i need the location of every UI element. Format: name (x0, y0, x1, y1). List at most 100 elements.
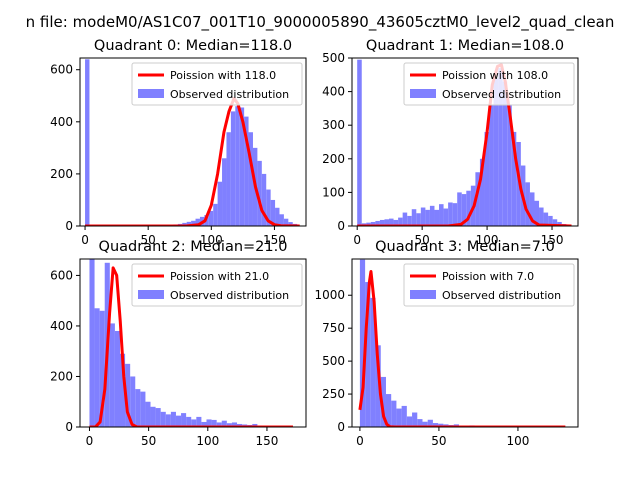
hist-bar (270, 199, 276, 226)
y-tick-label: 200 (50, 167, 73, 181)
y-tick-label: 500 (322, 51, 345, 65)
hist-bar (407, 215, 412, 226)
hist-bar (99, 310, 105, 427)
hist-bar (375, 345, 381, 427)
legend-hist-swatch (138, 290, 164, 299)
legend-hist-label: Observed distribution (170, 88, 289, 101)
hist-bar (416, 213, 421, 226)
hist-bar (257, 160, 262, 226)
y-tick-label: 500 (322, 354, 345, 368)
hist-bar (539, 207, 544, 226)
hist-bar (380, 376, 386, 427)
x-tick-label: 150 (541, 233, 564, 247)
hist-bar (275, 207, 280, 226)
hist-bar (230, 111, 236, 226)
hist-bar (221, 420, 227, 427)
hist-bar (375, 220, 380, 226)
hist-bar (457, 192, 462, 226)
x-tick-label: 50 (414, 233, 429, 247)
hist-bar (411, 209, 417, 226)
axes-frame (351, 57, 579, 227)
hist-bar (125, 363, 131, 427)
hist-bar (231, 422, 238, 427)
hist-bar (452, 203, 458, 226)
hist-bar (140, 391, 146, 427)
hist-bar (484, 131, 490, 226)
hist-bar (398, 217, 403, 226)
x-tick-label: 0 (81, 233, 89, 247)
hist-bar (226, 423, 232, 427)
hist-bar (145, 401, 151, 427)
hist-bar (552, 219, 558, 226)
legend-hist-swatch (410, 290, 436, 299)
hist-bar (359, 259, 366, 427)
y-tick-label: 400 (322, 85, 345, 99)
hist-bar (439, 204, 444, 226)
chart-title: Quadrant 1: Median=108.0 (366, 38, 564, 54)
legend: Poission with 118.0 Observed distribution (131, 62, 303, 106)
hist-bar (507, 105, 512, 226)
y-tick-label: 300 (322, 118, 345, 132)
x-tick-label: 100 (476, 233, 499, 247)
legend-fit-label: Poission with 118.0 (170, 69, 276, 82)
hist-bar (130, 376, 136, 427)
legend-fit-label: Poission with 108.0 (442, 69, 548, 82)
legend-hist-label: Observed distribution (170, 289, 289, 302)
hist-bar (279, 214, 284, 226)
legend-hist-label: Observed distribution (442, 289, 561, 302)
hist-bar (389, 218, 394, 226)
hist-bar (237, 423, 243, 427)
chart-title: Quadrant 3: Median=7.0 (375, 239, 555, 255)
legend-box (131, 62, 303, 106)
hist-bar (114, 331, 120, 427)
hist-bar (548, 215, 553, 226)
y-tick-label: 600 (50, 63, 73, 77)
y-tick-label: 0 (65, 219, 73, 233)
y-tick-label: 1000 (314, 288, 345, 302)
hist-bar (557, 221, 562, 226)
y-tick-label: 0 (65, 420, 73, 434)
hist-bar (425, 209, 430, 226)
legend-fit-label: Poission with 21.0 (170, 270, 269, 283)
hist-bar (396, 408, 402, 427)
plot-area (357, 59, 572, 226)
hist-bar (479, 158, 485, 226)
legend-hist-swatch (138, 89, 164, 98)
hist-bar (191, 220, 196, 226)
y-tick-label: 400 (50, 115, 73, 129)
hist-bar (357, 59, 362, 226)
hist-bar (365, 282, 371, 427)
hist-bar (165, 414, 171, 427)
hist-bar (379, 219, 385, 226)
hist-bar (89, 259, 95, 427)
hist-bar (511, 131, 517, 226)
hist-bar (443, 208, 449, 226)
hist-bar (370, 297, 376, 427)
legend-hist-label: Observed distribution (442, 88, 561, 101)
y-tick-label: 200 (322, 152, 345, 166)
hist-bar (201, 421, 207, 427)
hist-bar (434, 209, 440, 226)
hist-bar (417, 419, 423, 427)
hist-bar (498, 68, 503, 226)
y-tick-label: 0 (337, 219, 345, 233)
y-tick-label: 400 (50, 319, 73, 333)
hist-bar (248, 132, 253, 226)
x-tick-label: 50 (141, 434, 156, 448)
hist-bar (475, 172, 480, 226)
hist-bar (119, 353, 126, 427)
hist-bar (370, 221, 376, 226)
hist-bar (211, 419, 217, 427)
hist-bar (288, 222, 293, 226)
legend-box (403, 62, 575, 106)
hist-bar (366, 222, 371, 226)
hist-bar (438, 423, 444, 427)
hist-bar (393, 219, 399, 226)
hist-bar (244, 116, 249, 226)
hist-bar (94, 308, 100, 427)
hist-bar (181, 413, 187, 427)
figure-suptitle: n file: modeM0/AS1C07_001T10_9000005890_… (26, 13, 615, 32)
hist-bar (261, 173, 267, 226)
hist-bar (543, 212, 549, 226)
